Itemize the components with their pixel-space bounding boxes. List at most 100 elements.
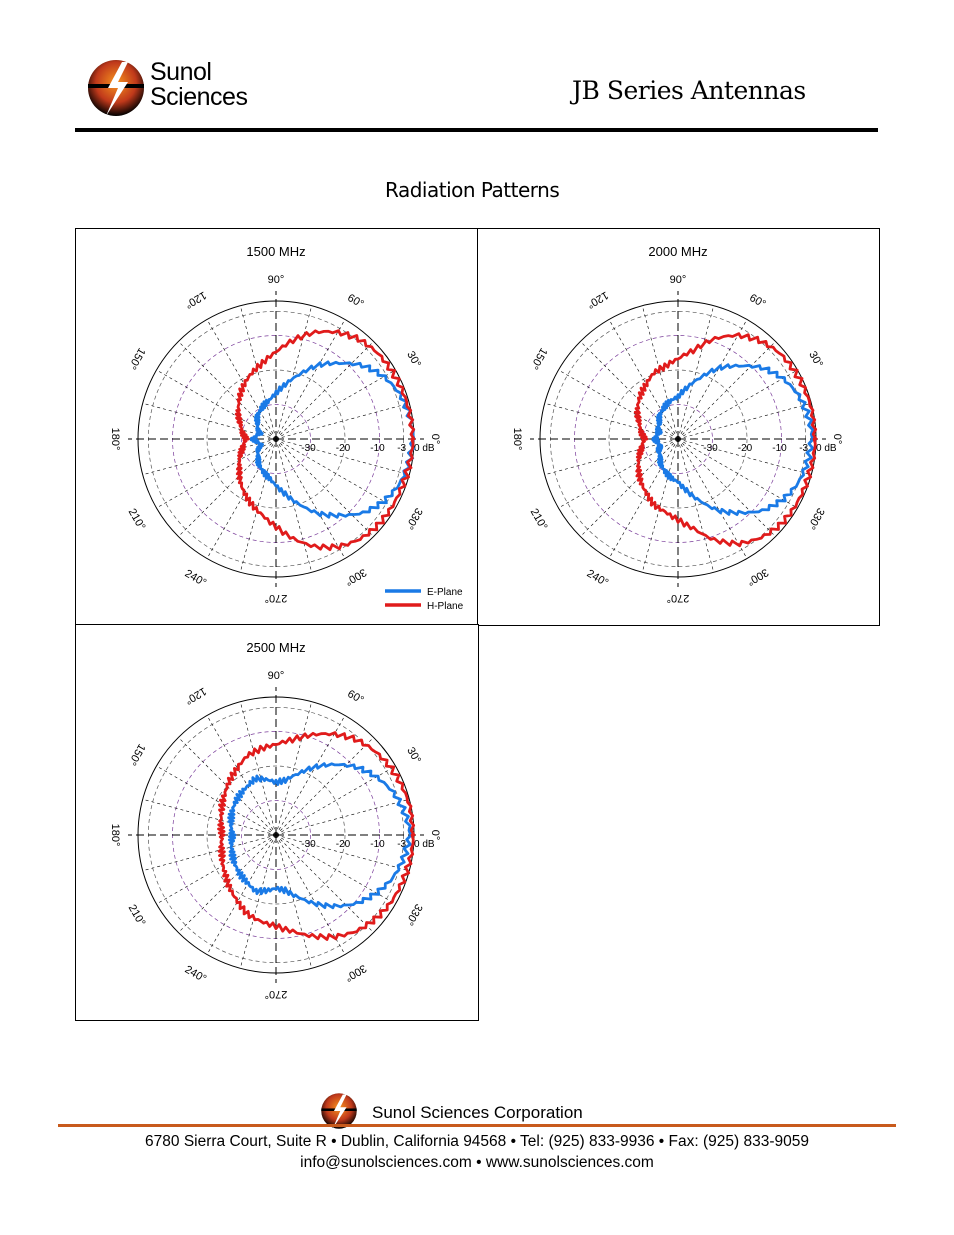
db-label: -20: [738, 443, 753, 454]
grid-spoke: [580, 438, 679, 537]
section-title: Radiation Patterns: [385, 178, 560, 202]
grid-spoke: [275, 834, 396, 905]
angle-label: 180°: [109, 428, 121, 451]
grid-spoke: [677, 438, 715, 573]
db-label: 0 dB: [816, 443, 837, 454]
grid-spoke: [275, 402, 410, 440]
angle-label: 240°: [585, 568, 611, 590]
angle-label: 0°: [429, 830, 441, 841]
angle-label: 270°: [667, 592, 690, 604]
grid-spoke: [178, 341, 277, 440]
e-plane-trace-2500: [227, 762, 413, 910]
grid-spoke: [206, 715, 277, 836]
grid-spoke: [275, 715, 346, 836]
grid-spoke: [156, 438, 277, 509]
angle-label: 150°: [126, 742, 148, 768]
grid-spoke: [641, 438, 679, 573]
grid-spoke: [275, 438, 346, 559]
angle-label: 210°: [126, 507, 148, 533]
legend-e-label: E-Plane: [427, 587, 463, 598]
grid-spoke: [275, 765, 396, 836]
footer-bolt-logo-icon: [321, 1093, 357, 1129]
grid-spoke: [275, 834, 374, 933]
grid-spoke: [275, 319, 346, 440]
grid-ring: [206, 765, 346, 905]
grid-ring: [206, 369, 346, 509]
grid-spoke: [275, 834, 313, 969]
grid-spoke: [206, 834, 277, 955]
grid-spoke: [178, 834, 277, 933]
db-label: 0 dB: [414, 839, 435, 850]
angle-label: 240°: [183, 568, 209, 590]
chart-panel-1500: 1500 MHz 0° 30° 60° 90° 120° 150° 180° 210° 240° 2…: [75, 228, 479, 626]
polar-chart-2000: 2000 MHz 0° 30° 60° 90° 120° 150° 180° 210° 240° 2…: [511, 244, 843, 604]
grid-spoke: [677, 369, 798, 440]
grid-spoke: [275, 369, 396, 440]
chart-title: 2500 MHz: [246, 640, 305, 655]
grid-spoke: [677, 402, 812, 440]
angle-label: 180°: [511, 428, 523, 451]
angle-label: 0°: [429, 434, 441, 445]
grid-spoke: [206, 438, 277, 559]
grid-spoke: [608, 438, 679, 559]
angle-label: 210°: [528, 507, 550, 533]
grid-spoke: [608, 319, 679, 440]
db-label: 0 dB: [414, 443, 435, 454]
grid-spoke: [558, 369, 679, 440]
angle-label: 270°: [265, 988, 288, 1000]
grid-spoke: [239, 701, 277, 836]
grid-spoke: [544, 438, 679, 476]
angle-label: 300°: [745, 566, 771, 588]
db-label: -10: [370, 443, 385, 454]
grid-spoke: [275, 834, 346, 955]
grid-spoke: [677, 438, 812, 476]
footer-address: 6780 Sierra Court, Suite R • Dublin, Cal…: [145, 1133, 809, 1150]
grid-spoke: [677, 438, 776, 537]
db-label: -30: [301, 839, 316, 850]
polar-chart-2500: 2500 MHz 0° 30° 60° 90° 120° 150° 180° 210° 240° 2…: [109, 640, 441, 1000]
db-label: -10: [370, 839, 385, 850]
db-label: -3: [397, 443, 406, 454]
angle-label: 300°: [343, 962, 369, 984]
grid-spoke: [677, 438, 798, 509]
chart-panel-2500: 2500 MHz 0° 30° 60° 90° 120° 150° 180° 210° 240° 2…: [75, 624, 479, 1021]
grid-spoke: [142, 402, 277, 440]
grid-spoke: [142, 834, 277, 872]
e-plane-trace-2000: [651, 363, 815, 516]
footer-divider: [58, 1124, 896, 1127]
db-label: -3: [397, 839, 406, 850]
angle-label: 330°: [805, 506, 827, 532]
company-logo: Sunol Sciences: [86, 58, 266, 118]
chart-title: 1500 MHz: [246, 244, 305, 259]
grid-spoke: [156, 765, 277, 836]
grid-ring: [241, 404, 311, 474]
grid-spoke: [580, 341, 679, 440]
angle-label: 30°: [404, 349, 423, 369]
logo-line1: Sunol: [150, 58, 212, 86]
header-divider: [75, 128, 878, 132]
grid-ring: [241, 800, 311, 870]
angle-label: 150°: [528, 346, 550, 372]
grid-spoke: [239, 834, 277, 969]
grid-spoke: [275, 438, 396, 509]
db-label: -30: [703, 443, 718, 454]
grid-spoke: [275, 701, 313, 836]
db-label: -20: [336, 443, 351, 454]
grid-spoke: [677, 341, 776, 440]
angle-label: 60°: [345, 292, 365, 311]
angle-label: 90°: [268, 274, 285, 286]
grid-spoke: [275, 438, 374, 537]
grid-spoke: [275, 798, 410, 836]
grid-spoke: [206, 319, 277, 440]
angle-label: 330°: [403, 902, 425, 928]
footer-company-name: Sunol Sciences Corporation: [372, 1103, 583, 1122]
grid-spoke: [558, 438, 679, 509]
bolt-logo-icon: [88, 60, 144, 116]
e-plane-trace-1500: [249, 360, 416, 519]
grid-spoke: [275, 341, 374, 440]
db-label: -20: [336, 839, 351, 850]
angle-label: 150°: [126, 346, 148, 372]
angle-label: 330°: [403, 506, 425, 532]
angle-label: 120°: [183, 289, 209, 311]
h-plane-trace-2500: [217, 731, 416, 941]
